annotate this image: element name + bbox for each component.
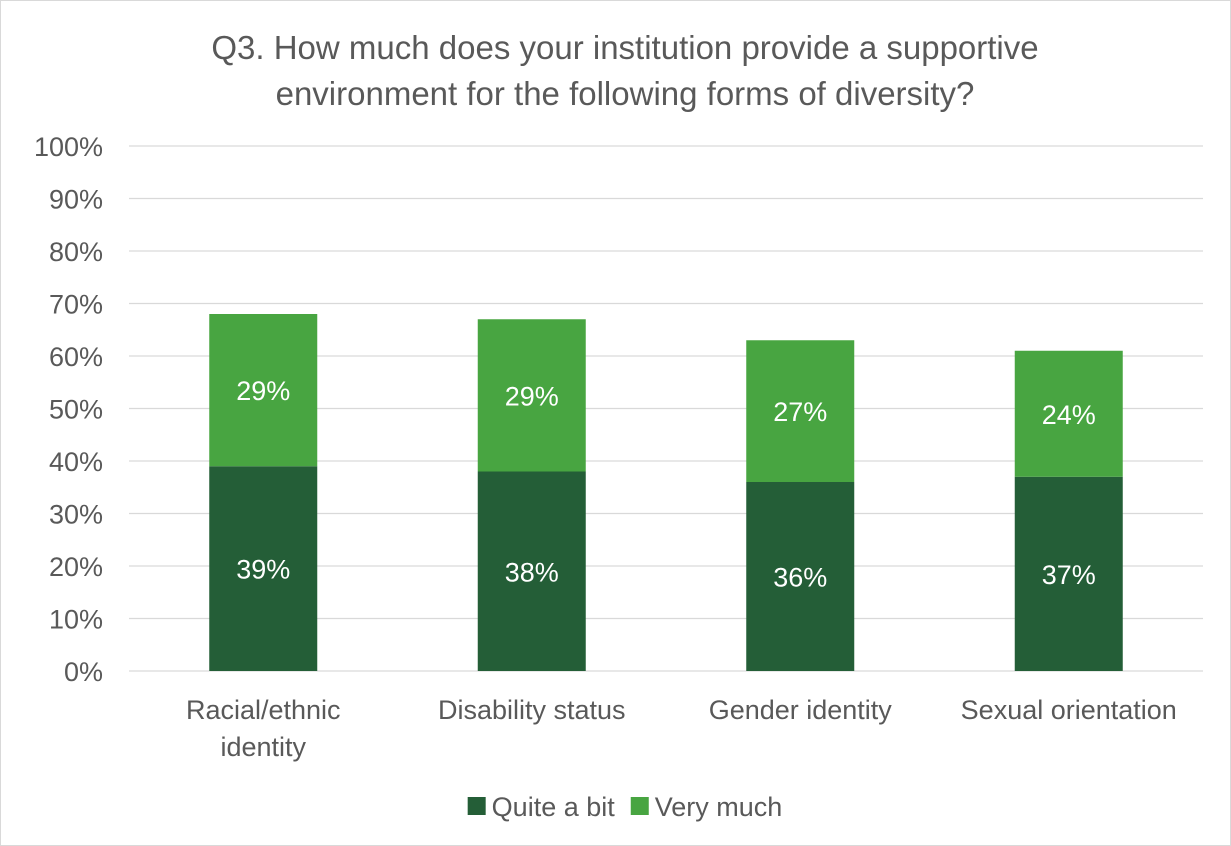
data-label: 38% <box>505 557 559 587</box>
legend-label: Very much <box>655 792 783 822</box>
bar-quite-a-bit <box>209 466 318 671</box>
chart-title-line-1: Q3. How much does your institution provi… <box>211 29 1038 66</box>
data-labels: 39% 29% 38% 29% 36% 27% 37% 24% <box>236 376 1096 592</box>
chart-title-line-2: environment for the following forms of d… <box>276 75 975 112</box>
y-axis: 0% 10% 20% 30% 40% 50% 60% 70% 80% 90% 100% <box>34 132 103 687</box>
data-label: 27% <box>773 397 827 427</box>
bar-very-much <box>1014 350 1123 477</box>
data-label: 39% <box>236 555 290 585</box>
bar-very-much <box>209 314 318 467</box>
bar-quite-a-bit <box>746 482 855 671</box>
data-label: 37% <box>1042 560 1096 590</box>
x-axis: Racial/ethnic identity Disability status Ge… <box>186 695 1177 762</box>
x-category-label: Racial/ethnic <box>186 695 341 725</box>
y-tick-label: 40% <box>49 447 103 477</box>
y-tick-label: 60% <box>49 342 103 372</box>
y-tick-label: 100% <box>34 132 103 162</box>
data-label: 29% <box>505 381 559 411</box>
x-category-label: Gender identity <box>709 695 893 725</box>
x-category-label: Sexual orientation <box>961 695 1177 725</box>
y-tick-label: 50% <box>49 395 103 425</box>
bar-very-much <box>746 340 855 482</box>
x-category-label: Disability status <box>438 695 626 725</box>
data-label: 24% <box>1042 400 1096 430</box>
y-tick-label: 70% <box>49 290 103 320</box>
y-tick-label: 90% <box>49 185 103 215</box>
y-tick-label: 20% <box>49 552 103 582</box>
data-label: 36% <box>773 563 827 593</box>
bar-quite-a-bit <box>1014 476 1123 671</box>
bar-very-much <box>477 319 586 472</box>
chart-title: Q3. How much does your institution provi… <box>211 29 1038 112</box>
bar-quite-a-bit <box>477 471 586 671</box>
y-tick-label: 80% <box>49 237 103 267</box>
x-category-label: identity <box>220 732 306 762</box>
legend-swatch-very-much <box>630 797 649 815</box>
legend: Quite a bit Very much <box>467 792 783 822</box>
y-tick-label: 0% <box>64 657 103 687</box>
legend-swatch-quite-a-bit <box>467 797 486 815</box>
data-label: 29% <box>236 376 290 406</box>
legend-label: Quite a bit <box>492 792 616 822</box>
y-tick-label: 30% <box>49 500 103 530</box>
y-tick-label: 10% <box>49 605 103 635</box>
bars <box>209 314 1123 671</box>
